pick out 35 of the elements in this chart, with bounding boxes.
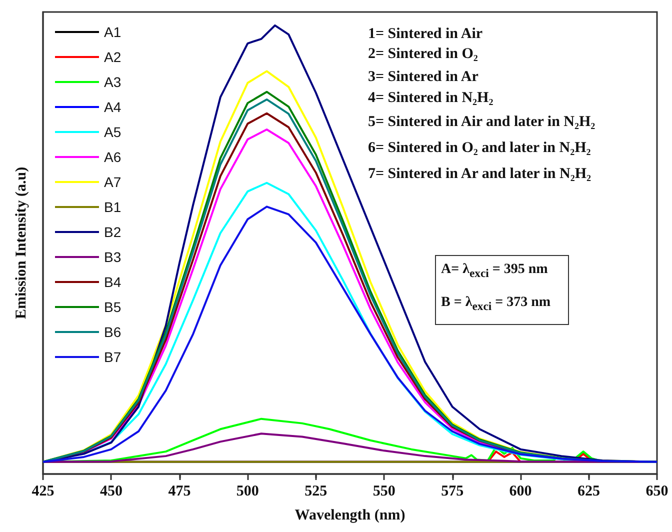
legend-label: B1 xyxy=(104,199,122,215)
legend-label: A3 xyxy=(104,74,122,90)
annotation: 1= Sintered in Air xyxy=(368,26,483,43)
legend-label: A5 xyxy=(104,124,122,140)
annotation: 4= Sintered in N₂H₂ xyxy=(368,90,494,107)
x-tick-label: 525 xyxy=(304,484,328,500)
annotation: 6= Sintered in O₂ and later in N₂H₂ xyxy=(368,140,591,157)
x-tick-label: 650 xyxy=(646,484,668,500)
annotation: 7= Sintered in Ar and later in N₂H₂ xyxy=(368,166,591,183)
legend-label: A6 xyxy=(104,149,122,165)
legend-label: A2 xyxy=(104,49,122,65)
legend-label: B4 xyxy=(104,274,122,290)
x-tick-label: 450 xyxy=(100,484,122,500)
annotation: 2= Sintered in O₂ xyxy=(368,46,478,63)
legend-label: A4 xyxy=(104,99,122,115)
legend-label: B6 xyxy=(104,324,122,340)
legend-label: A7 xyxy=(104,174,122,190)
x-tick-label: 575 xyxy=(441,484,464,500)
x-tick-label: 550 xyxy=(372,484,396,500)
y-axis-title: Emission Intensity (a.u) xyxy=(14,166,30,320)
annotation: 5= Sintered in Air and later in N₂H₂ xyxy=(368,114,596,131)
x-tick-label: 600 xyxy=(509,484,532,500)
x-tick-label: 475 xyxy=(168,484,191,500)
x-tick-label: 625 xyxy=(578,484,600,500)
annotation: B = λ$_{exci}$ = 373 nm xyxy=(441,295,551,313)
x-tick-label: 500 xyxy=(236,484,259,500)
legend-label: A1 xyxy=(104,24,122,40)
legend-label: B3 xyxy=(104,249,122,265)
x-tick-label: 425 xyxy=(32,484,54,500)
annotation: A= λ$_{exci}$ = 395 nm xyxy=(441,262,548,280)
legend-label: B7 xyxy=(104,349,122,365)
annotation: 3= Sintered in Ar xyxy=(368,69,478,86)
x-axis-title: Wavelength (nm) xyxy=(294,508,406,524)
legend-label: B5 xyxy=(104,299,122,315)
legend-label: B2 xyxy=(104,224,122,240)
